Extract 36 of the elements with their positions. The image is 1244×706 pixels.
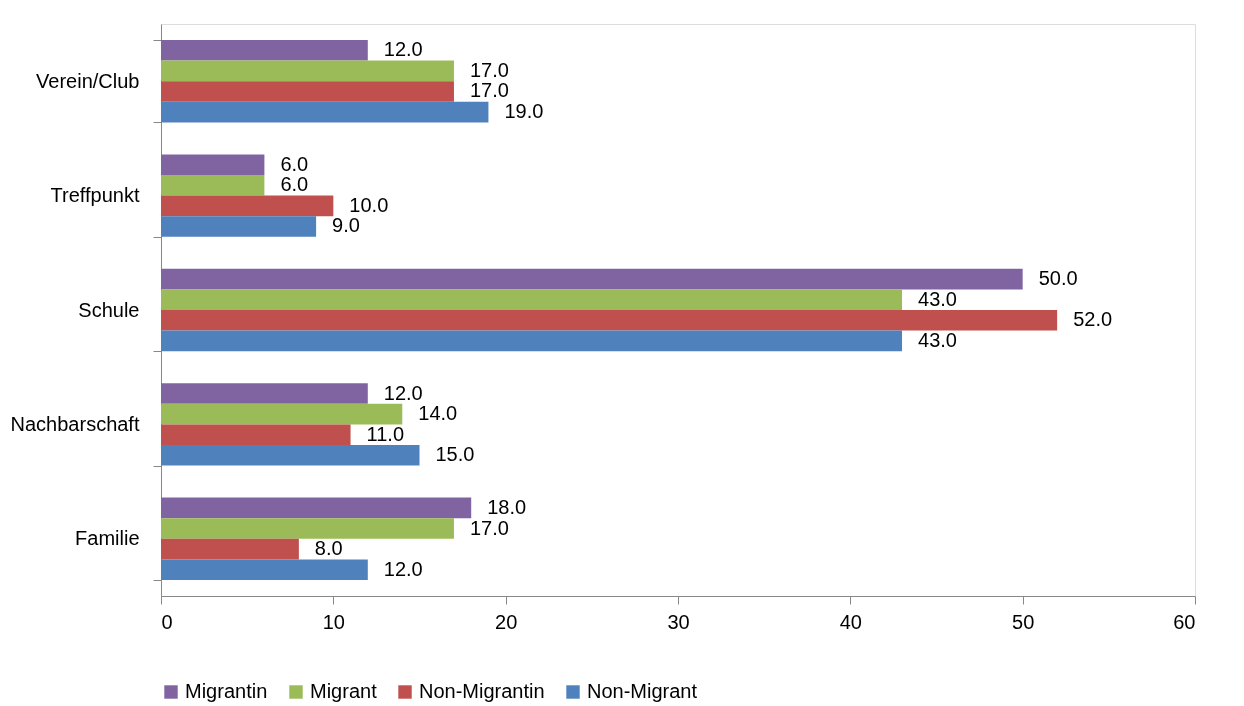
x-tick-label: 60 (1173, 610, 1196, 633)
data-label: 14.0 (418, 402, 458, 425)
data-label: 12.0 (383, 38, 423, 61)
data-label: 12.0 (383, 381, 423, 404)
x-tick-label: 40 (839, 610, 862, 633)
data-label: 17.0 (469, 58, 509, 81)
legend-label: Non-Migrantin (419, 680, 545, 702)
x-tick-label: 10 (322, 610, 345, 633)
data-label: 10.0 (349, 193, 389, 216)
data-label: 12.0 (383, 557, 423, 580)
data-label: 17.0 (469, 516, 509, 539)
data-label: 8.0 (314, 537, 343, 560)
data-label: 17.0 (469, 79, 509, 102)
data-label: 52.0 (1073, 308, 1113, 331)
x-tick-label: 20 (495, 610, 518, 633)
legend-label: Migrant (310, 680, 378, 702)
data-label: 43.0 (918, 287, 957, 310)
data-label: 11.0 (366, 422, 405, 445)
y-tick-label: Verein/Club (36, 69, 140, 92)
data-label: 50.0 (1038, 267, 1078, 290)
data-label: 15.0 (435, 443, 475, 466)
data-label: 9.0 (332, 214, 360, 237)
y-tick-label: Familie (75, 527, 140, 550)
y-tick-label: Schule (78, 298, 140, 321)
data-label: 6.0 (280, 173, 309, 196)
x-tick-label: 0 (161, 610, 173, 633)
legend-label: Migrantin (185, 680, 268, 702)
data-label: 6.0 (280, 152, 309, 175)
y-tick-label: Nachbarschaft (10, 412, 140, 435)
x-tick-label: 30 (667, 610, 690, 633)
data-label: 43.0 (918, 328, 957, 351)
data-label: 18.0 (487, 495, 527, 518)
data-label: 19.0 (504, 100, 544, 123)
y-tick-label: Treffpunkt (50, 184, 140, 207)
legend-label: Non-Migrant (587, 680, 698, 702)
x-tick-label: 50 (1012, 610, 1035, 633)
